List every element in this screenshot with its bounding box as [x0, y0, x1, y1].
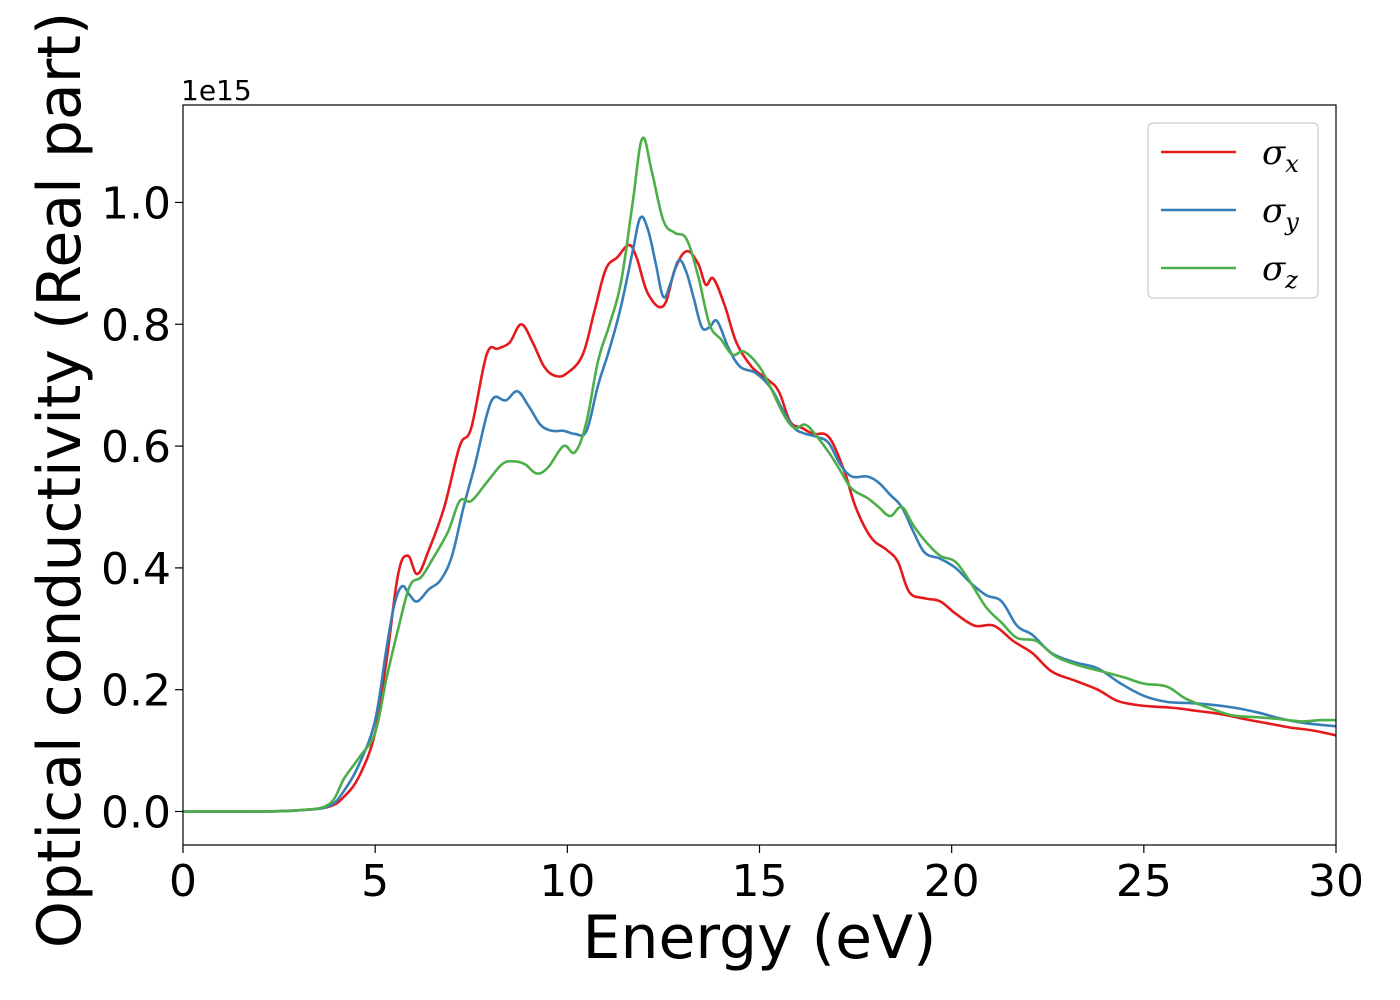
- legend-label-y: σy: [1262, 191, 1299, 236]
- ticks-layer: 0 5 10 15 20 25 30 0.0 0.2 0.4 0.6 0.8 1.0: [101, 178, 1364, 907]
- y-tick-label: 0.0: [101, 788, 171, 839]
- x-tick-label: 20: [924, 856, 980, 907]
- x-axis-label: Energy (eV): [583, 903, 937, 973]
- legend-label-z: σz: [1262, 249, 1298, 294]
- x-tick-label: 25: [1116, 856, 1172, 907]
- series-line-z: [183, 136, 1336, 813]
- y-axis-label: Optical conductivity (Real part): [25, 12, 95, 949]
- x-tick-label: 5: [361, 856, 389, 907]
- legend: σx σy σz: [1147, 122, 1319, 299]
- y-tick-label: 1.0: [101, 178, 171, 229]
- y-tick-label: 0.8: [101, 300, 171, 351]
- series-line-x: [183, 243, 1336, 813]
- x-tick-label: 30: [1308, 856, 1364, 907]
- y-offset-text: 1e15: [181, 74, 252, 107]
- x-tick-label: 15: [732, 856, 788, 907]
- legend-label-x: σx: [1262, 133, 1299, 178]
- y-tick-label: 0.4: [101, 544, 171, 595]
- series-line-y: [183, 215, 1336, 813]
- x-tick-label: 0: [169, 856, 197, 907]
- y-tick-label: 0.2: [101, 666, 171, 717]
- x-tick-label: 10: [539, 856, 595, 907]
- y-tick-label: 0.6: [101, 422, 171, 473]
- series-layer: [183, 136, 1336, 813]
